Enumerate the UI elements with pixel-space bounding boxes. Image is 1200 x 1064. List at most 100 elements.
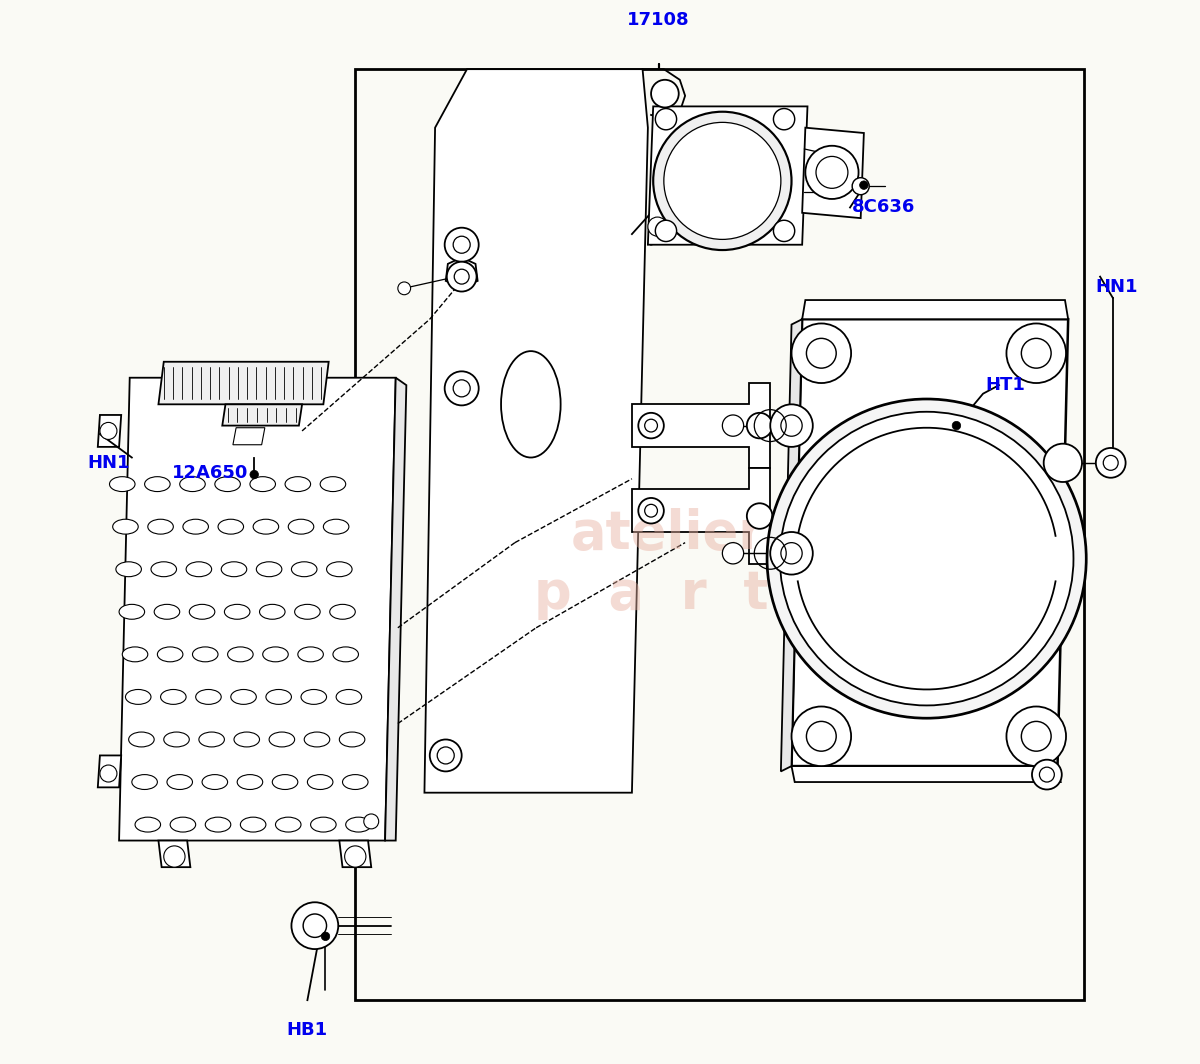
Circle shape [454,380,470,397]
Ellipse shape [167,775,192,789]
Circle shape [1032,760,1062,789]
Polygon shape [97,415,121,447]
Polygon shape [233,428,265,445]
Ellipse shape [230,689,257,704]
Ellipse shape [136,817,161,832]
Circle shape [781,415,802,436]
Polygon shape [792,766,1061,782]
Circle shape [1007,706,1066,766]
Ellipse shape [257,562,282,577]
Ellipse shape [330,604,355,619]
Ellipse shape [269,732,295,747]
Circle shape [722,415,744,436]
Polygon shape [158,841,191,867]
Text: 8C636: 8C636 [852,199,916,216]
Ellipse shape [320,477,346,492]
Circle shape [664,122,781,239]
Ellipse shape [326,562,352,577]
Circle shape [852,178,869,195]
Ellipse shape [170,817,196,832]
Ellipse shape [182,519,209,534]
Circle shape [100,765,116,782]
Polygon shape [632,383,770,468]
Circle shape [445,228,479,262]
Circle shape [304,914,326,937]
Polygon shape [632,468,770,564]
Circle shape [655,109,677,130]
Circle shape [1021,721,1051,751]
Circle shape [344,846,366,867]
Circle shape [746,503,773,529]
Circle shape [430,739,462,771]
Polygon shape [119,378,396,841]
Text: 12A650: 12A650 [173,465,248,482]
Ellipse shape [228,647,253,662]
Circle shape [437,747,455,764]
Ellipse shape [186,562,211,577]
Circle shape [1007,323,1066,383]
Circle shape [455,269,469,284]
Ellipse shape [205,817,230,832]
Ellipse shape [238,775,263,789]
Circle shape [1021,338,1051,368]
Text: HT1: HT1 [985,377,1025,394]
Ellipse shape [196,689,221,704]
Circle shape [322,932,330,941]
Ellipse shape [323,519,349,534]
Ellipse shape [161,689,186,704]
Polygon shape [425,69,648,793]
Circle shape [792,706,851,766]
Polygon shape [445,257,478,287]
Ellipse shape [295,604,320,619]
Circle shape [767,399,1086,718]
Circle shape [722,543,744,564]
Ellipse shape [276,817,301,832]
Circle shape [1039,767,1055,782]
Ellipse shape [346,817,371,832]
Ellipse shape [192,647,218,662]
Ellipse shape [253,519,278,534]
Circle shape [652,80,679,107]
Ellipse shape [116,562,142,577]
Ellipse shape [154,604,180,619]
Ellipse shape [307,775,332,789]
Polygon shape [792,319,1068,766]
Ellipse shape [215,477,240,492]
Ellipse shape [180,477,205,492]
Ellipse shape [157,647,182,662]
Ellipse shape [113,519,138,534]
Ellipse shape [263,647,288,662]
Circle shape [746,413,773,438]
Circle shape [781,543,802,564]
Ellipse shape [221,562,247,577]
Ellipse shape [199,732,224,747]
Circle shape [655,220,677,242]
Polygon shape [158,362,329,404]
Ellipse shape [259,604,286,619]
Circle shape [770,404,812,447]
Ellipse shape [301,689,326,704]
Circle shape [292,902,338,949]
Circle shape [952,421,961,430]
Polygon shape [222,404,302,426]
Ellipse shape [119,604,145,619]
Circle shape [644,419,658,432]
Circle shape [805,146,858,199]
Polygon shape [781,319,802,771]
Ellipse shape [311,817,336,832]
Circle shape [100,422,116,439]
Ellipse shape [298,647,323,662]
Polygon shape [802,300,1068,319]
Ellipse shape [132,775,157,789]
Circle shape [859,181,868,189]
Ellipse shape [286,477,311,492]
Circle shape [1103,455,1118,470]
Ellipse shape [145,477,170,492]
Text: 17108: 17108 [628,11,690,29]
Text: HN1: HN1 [88,454,130,471]
Ellipse shape [240,817,266,832]
Circle shape [774,109,794,130]
Ellipse shape [190,604,215,619]
Ellipse shape [342,775,368,789]
Ellipse shape [340,732,365,747]
